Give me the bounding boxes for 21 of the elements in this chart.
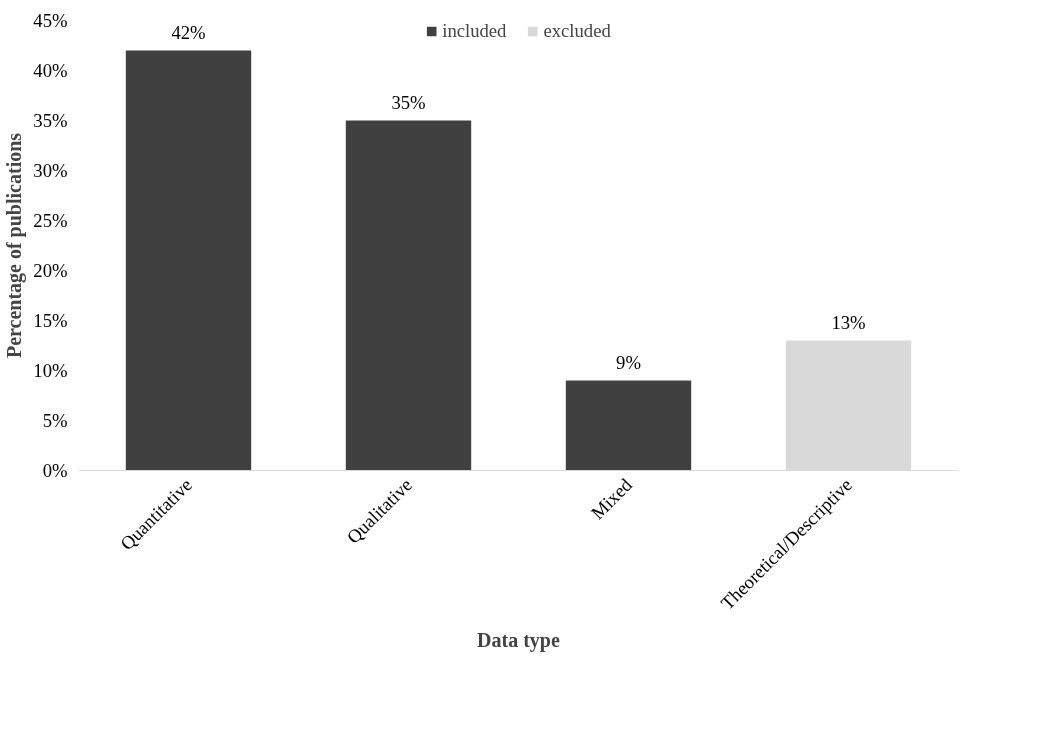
y-tick-label: 30% <box>33 160 68 181</box>
legend-label: included <box>442 20 507 42</box>
y-tick-label: 35% <box>33 110 68 131</box>
y-tick-label: 45% <box>33 10 68 31</box>
y-axis-title: Percentage of publications <box>3 132 27 359</box>
bar <box>565 380 692 471</box>
data-label: 9% <box>616 351 641 373</box>
bar <box>345 120 472 471</box>
y-tick-label: 40% <box>33 60 68 81</box>
data-label: 13% <box>831 311 866 333</box>
legend-label: excluded <box>543 20 611 42</box>
bar <box>125 50 252 471</box>
data-label: 42% <box>171 21 206 43</box>
y-tick-label: 25% <box>33 210 68 231</box>
data-label: 35% <box>391 91 426 113</box>
y-tick-label: 15% <box>33 310 68 331</box>
x-axis-title: Data type <box>477 628 560 652</box>
y-tick-label: 5% <box>42 410 68 431</box>
y-tick-label: 20% <box>33 260 68 281</box>
y-tick-label: 0% <box>42 460 68 481</box>
y-tick-label: 10% <box>33 360 68 381</box>
